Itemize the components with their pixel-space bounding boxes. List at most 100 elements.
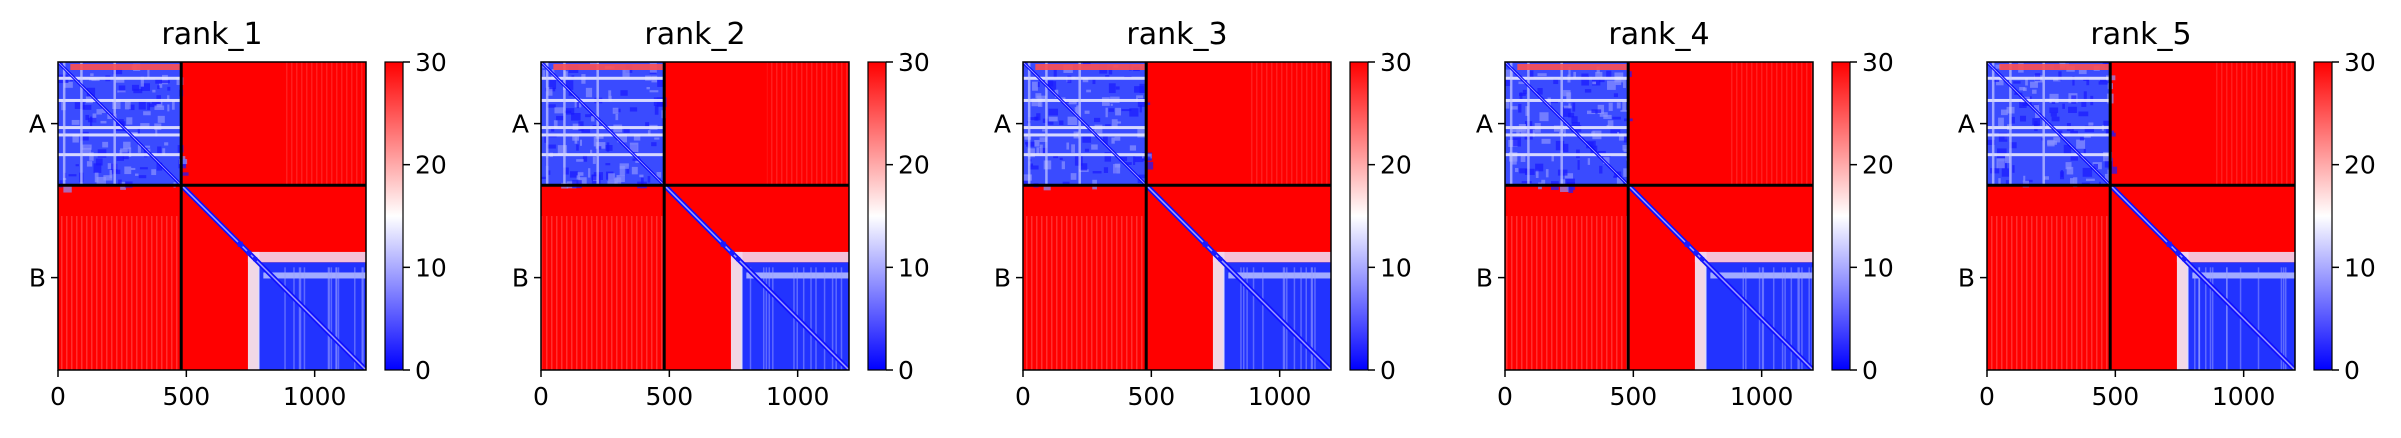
x-tick-label: 500: [162, 382, 210, 411]
block-A-B: [283, 62, 366, 186]
noise-cell: [2083, 91, 2087, 101]
noise-cell: [591, 115, 595, 122]
y-tick-label: B: [1476, 264, 1493, 293]
noise-cell: [589, 149, 593, 154]
noise-cell: [1613, 175, 1622, 178]
streak-col: [749, 267, 752, 370]
pae-matrix: [58, 62, 366, 370]
noise-cell: [95, 158, 103, 166]
streak-row: [541, 153, 665, 157]
streak-col: [1310, 267, 1313, 370]
noise-cell: [1145, 161, 1154, 170]
noise-cell: [639, 174, 644, 178]
noise-cell: [616, 175, 625, 183]
panel-title: rank_5: [2090, 17, 2191, 52]
noise-cell: [151, 101, 160, 104]
noise-cell: [1591, 109, 1602, 113]
noise-cell: [1564, 173, 1574, 179]
noise-cell: [1628, 71, 1632, 77]
diag-square: [1693, 250, 1699, 256]
transition-col: [730, 251, 743, 370]
streak-col: [831, 267, 834, 370]
noise-cell: [2056, 130, 2063, 134]
colorbar: [384, 61, 404, 371]
noise-cell: [622, 69, 630, 77]
noise-cell: [2086, 77, 2090, 86]
streak-row: [541, 76, 665, 80]
noise-cell: [608, 173, 615, 181]
streak-row: [1505, 153, 1629, 157]
noise-cell: [71, 119, 80, 125]
noise-cell: [1586, 140, 1596, 149]
noise-cell: [161, 80, 170, 84]
noise-cell: [1137, 128, 1147, 138]
transition-row: [730, 251, 849, 263]
noise-cell: [118, 179, 122, 186]
noise-cell: [1053, 69, 1057, 78]
x-tick-label: 500: [1609, 382, 1657, 411]
noise-cell: [2062, 103, 2065, 109]
noise-cell: [2073, 177, 2078, 188]
noise-cell: [1084, 148, 1090, 152]
streak-col: [1252, 267, 1255, 370]
streak-col: [337, 267, 340, 370]
streak-col: [768, 267, 771, 370]
noise-cell: [1111, 119, 1118, 128]
block-B-A: [1505, 216, 1629, 370]
noise-cell: [123, 141, 131, 150]
noise-cell: [1108, 108, 1115, 112]
noise-cell: [1572, 102, 1576, 112]
noise-cell: [1032, 81, 1038, 91]
noise-cell: [157, 146, 162, 155]
noise-cell: [2070, 178, 2074, 186]
panel-title: rank_3: [1126, 17, 1227, 52]
noise-cell: [1535, 163, 1544, 172]
noise-cell: [1603, 154, 1610, 164]
noise-cell: [1030, 163, 1034, 167]
streak-col: [303, 267, 306, 370]
diag-square: [253, 257, 258, 262]
noise-cell: [1071, 144, 1075, 153]
noise-cell: [140, 123, 150, 129]
noise-cell: [2098, 181, 2101, 186]
streak-col: [1282, 267, 1285, 370]
streak-row: [1023, 98, 1147, 102]
noise-cell: [1061, 161, 1065, 170]
noise-cell: [1091, 144, 1098, 150]
x-tick-label: 1000: [283, 382, 347, 411]
noise-cell: [2076, 139, 2086, 149]
transition-col: [1212, 251, 1225, 370]
transition-row: [1212, 251, 1331, 263]
noise-cell: [1027, 148, 1035, 158]
noise-cell: [1115, 107, 1121, 116]
streak-col: [1262, 267, 1264, 370]
noise-cell: [1133, 156, 1136, 166]
noise-cell: [1086, 89, 1091, 93]
x-tick-label: 500: [645, 382, 693, 411]
noise-cell: [2068, 106, 2077, 113]
noise-cell: [2066, 166, 2074, 175]
colorbar-tick-label: 0: [2344, 356, 2360, 385]
streak-row: [1987, 126, 2111, 130]
streak-row: [1023, 133, 1147, 137]
y-tick-label: B: [1958, 264, 1975, 293]
streak-col: [596, 62, 599, 186]
noise-cell: [164, 142, 169, 146]
noise-cell: [579, 139, 583, 146]
streak-row: [1987, 76, 2111, 80]
colorbar-tick-label: 20: [415, 151, 447, 180]
noise-cell: [1028, 117, 1038, 121]
noise-cell: [143, 111, 151, 116]
noise-cell: [541, 176, 546, 179]
noise-cell: [1102, 136, 1108, 145]
x-tick-label: 0: [1979, 382, 1995, 411]
noise-cell: [1105, 75, 1110, 79]
noise-cell: [1138, 174, 1148, 179]
noise-cell: [612, 107, 619, 114]
noise-cell: [1541, 138, 1551, 144]
noise-cell: [2103, 151, 2113, 162]
noise-cell: [1023, 174, 1032, 181]
diagonal-highlight: [1145, 184, 1331, 370]
noise-cell: [1520, 155, 1526, 162]
